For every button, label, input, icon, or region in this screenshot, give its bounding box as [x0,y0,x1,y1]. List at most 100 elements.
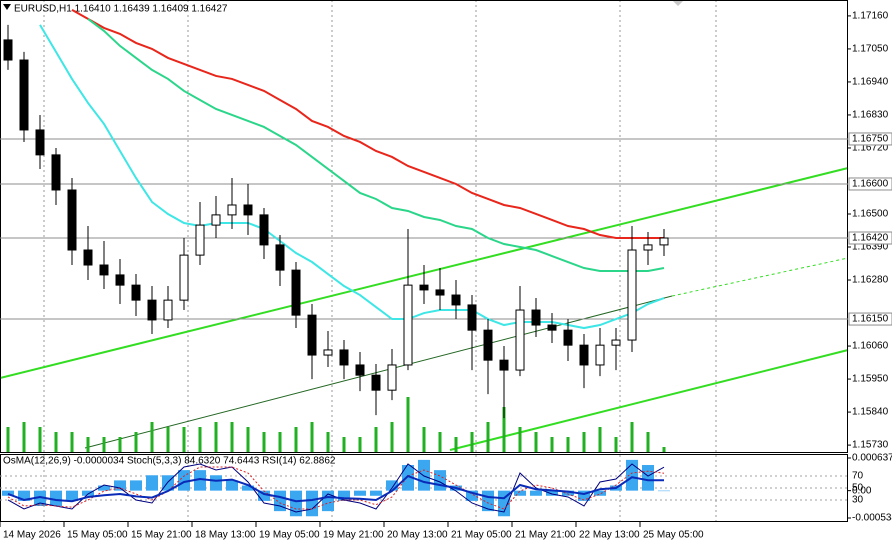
y-tick-label: 1.16280 [852,275,889,286]
y-tick-label: 0.000637 [852,453,892,464]
osma-bar [578,490,590,501]
menu-arrow [3,4,11,10]
level-label-box [848,231,892,245]
osma-bar [514,490,526,496]
osma-bar [338,490,350,501]
x-tick-label: 20 May 13:00 [387,530,448,541]
osma-bar [98,485,110,491]
candle-body [259,214,269,246]
oscillator-line [7,474,665,503]
level-label: 1.16420 [852,233,889,244]
osma-bar [658,490,670,492]
volume-bar [342,437,346,452]
volume-bar [86,437,90,452]
candle-body [275,244,285,271]
volume-bar [598,427,602,452]
volume-bar [550,437,554,452]
x-tick-label: 19 May 21:00 [323,530,384,541]
candle-body [35,129,45,156]
candle-body [435,289,445,296]
candle-body [3,39,13,61]
candle-body [227,204,237,216]
shift-marker [672,0,684,6]
osma-bar [530,490,542,496]
candle-body [51,154,61,191]
candle-body [611,339,621,346]
volume-bar [198,427,202,452]
candle-body [403,284,413,366]
candle-body [483,329,493,361]
y-tick-label: 1.15840 [852,407,889,418]
y-tick-label: 1.16060 [852,341,889,352]
volume-bar [502,407,506,452]
y-tick-label: 1.16390 [852,242,889,253]
x-tick-label: 18 May 13:00 [195,530,256,541]
osma-bar [354,490,366,496]
candle-body [243,204,253,216]
volume-bar [390,422,394,452]
candle-body [355,364,365,376]
osma-bar [322,490,334,512]
candle-body [211,214,221,226]
volume-bar [54,432,58,452]
trend-line [84,295,673,449]
volume-bar [70,432,74,452]
volume-bar [182,427,186,452]
volume-bar [150,422,154,452]
y-tick-label: 1.16830 [852,110,889,121]
x-tick-label: 19 May 05:00 [259,530,320,541]
candle-body [499,359,509,371]
osma-bar [386,480,398,491]
candle-body [195,224,205,256]
level-label-box [848,177,892,191]
level-label: 1.16150 [852,314,889,325]
volume-bar [646,432,650,452]
osma-bar [18,490,30,501]
candle-body [115,274,125,286]
osma-bar [626,459,638,491]
y-tick-label: 1.15950 [852,374,889,385]
volume-bar [486,422,490,452]
volume-bar [326,432,330,452]
osma-bar [418,459,430,491]
x-tick-label: 15 May 05:00 [67,530,128,541]
osma-bar [194,470,206,491]
indicator-header: OsMA(12,26,9) -0.0000034 Stoch(5,3,3) 84… [3,456,336,467]
volume-bar [614,437,618,452]
osma-bar [130,480,142,491]
channel-lower [449,349,849,451]
y-tick-label: 1.16500 [852,209,889,220]
x-tick-label: 14 May 2026 [3,530,61,541]
level-label-box [848,132,892,146]
volume-bar [6,427,10,452]
volume-bar [470,432,474,452]
candle-body [179,254,189,301]
osma-bar [370,490,382,496]
candle-body [451,294,461,306]
candle-body [67,189,77,251]
candle-body [627,249,637,341]
moving-average [71,9,664,240]
volume-bar [374,427,378,452]
y2-tick-label: 50 [852,483,864,494]
osma-bar [50,490,62,507]
volume-bar [518,427,522,452]
osma-bar [402,465,414,491]
candle-body [595,344,605,366]
y-tick-label: 1.17050 [852,44,889,55]
level-label: 1.16600 [852,179,889,190]
volume-bar [230,422,234,452]
volume-bar [582,432,586,452]
volume-bar [118,437,122,452]
candle-body [643,244,653,251]
osma-bar [210,475,222,491]
volume-bar [134,432,138,452]
y-tick-label: 1.16940 [852,77,889,88]
volume-bar [454,437,458,452]
candle-body [307,314,317,356]
volume-bar [422,427,426,452]
osma-bar [82,490,94,496]
osma-bar [2,490,14,496]
x-tick-label: 21 May 21:00 [515,530,576,541]
volume-bar [102,437,106,452]
